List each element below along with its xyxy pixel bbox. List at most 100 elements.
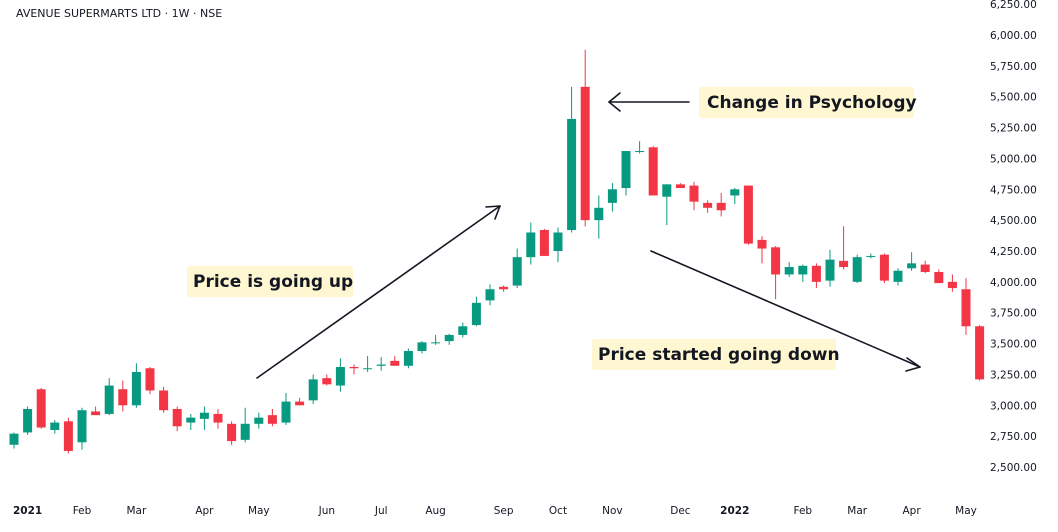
candle-body — [431, 342, 441, 344]
candle-body — [227, 423, 237, 442]
candle-body — [50, 422, 60, 430]
x-tick-label: Oct — [549, 505, 567, 517]
x-tick-label: Mar — [126, 505, 146, 517]
candle — [499, 285, 509, 292]
candle-body — [485, 289, 495, 301]
candle-body — [743, 185, 753, 244]
candle — [907, 252, 917, 271]
candle-body — [703, 202, 713, 208]
candle-body — [172, 408, 182, 427]
candle — [254, 412, 264, 429]
candles-layer — [9, 49, 985, 454]
candle-body — [512, 257, 522, 286]
candle — [50, 420, 60, 434]
candle-body — [798, 265, 808, 275]
candle-body — [580, 86, 590, 221]
candle-body — [199, 412, 209, 419]
candle-body — [403, 350, 413, 366]
candle — [145, 367, 155, 395]
x-tick-label: Mar — [847, 505, 867, 517]
x-tick-label: Jun — [318, 505, 335, 517]
x-tick-label: 2022 — [720, 505, 749, 517]
candle — [580, 49, 590, 227]
candle — [471, 296, 481, 327]
candle — [335, 358, 345, 392]
candle — [703, 200, 713, 213]
candle-body — [961, 289, 971, 327]
x-tick-label: Aug — [425, 505, 446, 517]
candle-body — [811, 265, 821, 282]
candle-body — [444, 334, 454, 342]
candle — [118, 380, 128, 412]
candle — [444, 333, 454, 345]
candle — [104, 378, 114, 416]
candle — [91, 406, 101, 416]
candle-body — [866, 255, 876, 257]
candle-body — [308, 379, 318, 401]
candle — [689, 181, 699, 211]
candle — [771, 246, 781, 300]
candle — [716, 192, 726, 217]
candle — [227, 421, 237, 445]
candle-body — [947, 281, 957, 289]
chart-title: AVENUE SUPERMARTS LTD · 1W · NSE — [16, 7, 222, 20]
candle — [267, 408, 277, 427]
candle-body — [648, 147, 658, 196]
y-tick-label: 4,500.00 — [990, 215, 1037, 227]
x-tick-label: Dec — [670, 505, 691, 517]
candle-body — [417, 342, 427, 351]
candle — [743, 185, 753, 245]
y-tick-label: 5,000.00 — [990, 153, 1037, 165]
candle — [431, 334, 441, 345]
x-tick-label: 2021 — [13, 505, 42, 517]
candle-body — [9, 433, 19, 445]
y-tick-label: 6,250.00 — [990, 0, 1037, 11]
candle-body — [975, 326, 985, 380]
candle-body — [689, 185, 699, 202]
candle-body — [526, 232, 536, 258]
candle-body — [295, 401, 305, 406]
candle-body — [499, 286, 509, 290]
candle — [648, 146, 658, 196]
candle — [417, 341, 427, 354]
x-tick-label: May — [248, 505, 270, 517]
candle-body — [825, 259, 835, 281]
y-tick-label: 4,250.00 — [990, 246, 1037, 258]
y-tick-label: 4,750.00 — [990, 184, 1037, 196]
y-tick-label: 2,500.00 — [990, 462, 1037, 474]
annotation-text: Price started going down — [598, 345, 840, 365]
candle-body — [254, 417, 264, 424]
candle-body — [675, 184, 685, 189]
annotation-text: Change in Psychology — [707, 93, 917, 113]
candle — [866, 253, 876, 259]
candle — [757, 236, 767, 264]
candle — [920, 260, 930, 274]
candle — [512, 248, 522, 289]
candle — [9, 432, 19, 449]
candle-body — [267, 415, 277, 424]
candle — [553, 227, 563, 263]
candle — [131, 363, 141, 408]
candle — [281, 392, 291, 426]
annotation-change-in-psychology: Change in Psychology — [699, 87, 917, 118]
candle — [295, 397, 305, 406]
candle — [934, 269, 944, 284]
y-tick-label: 6,000.00 — [990, 30, 1037, 42]
candle-body — [335, 367, 345, 386]
candle — [403, 348, 413, 369]
candle-body — [539, 230, 549, 256]
candle — [322, 374, 332, 386]
candle — [349, 364, 359, 375]
candle — [662, 184, 672, 226]
candle-body — [730, 189, 740, 196]
candle-body — [784, 267, 794, 275]
candle — [485, 284, 495, 306]
candle — [635, 141, 645, 154]
candle-body — [145, 368, 155, 391]
annotation-box — [187, 266, 353, 297]
candle — [526, 222, 536, 265]
candle-body — [594, 207, 604, 221]
candle — [879, 253, 889, 284]
